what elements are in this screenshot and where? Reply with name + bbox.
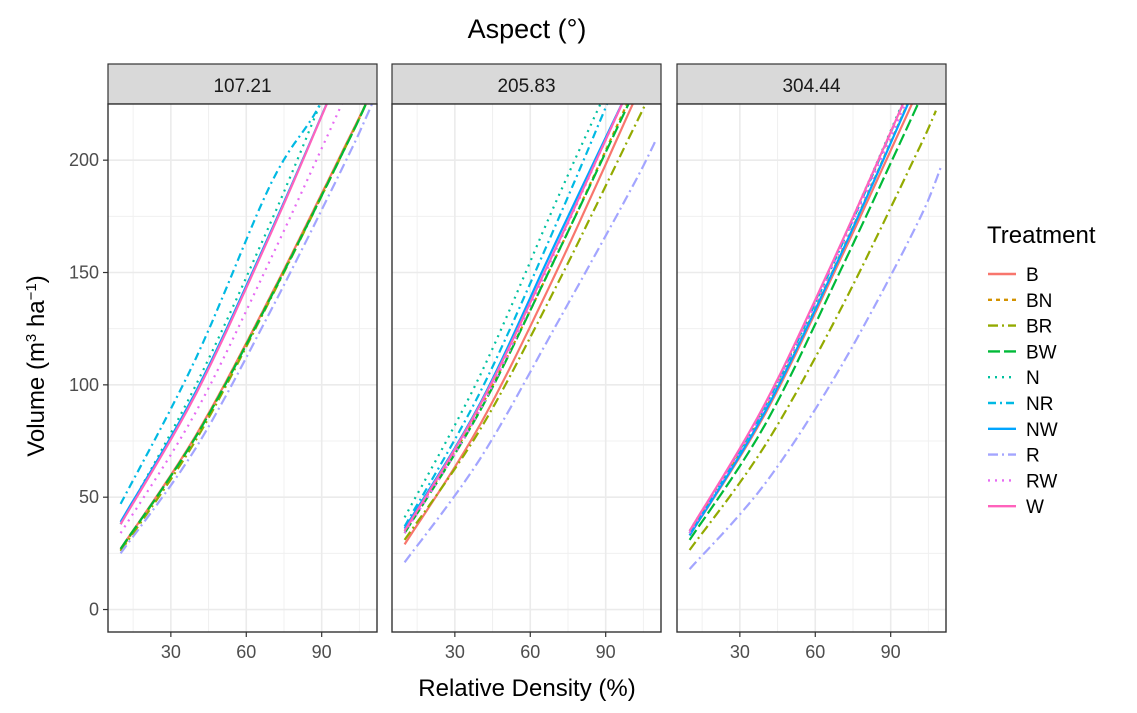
y-axis-label: Volume (m3 ha−1) — [23, 275, 51, 457]
facet-strip — [676, 63, 947, 105]
y-label-sup-1: 3 — [23, 334, 40, 342]
y-label-sup-2: −1 — [23, 283, 40, 300]
facet-strip — [107, 63, 378, 105]
series-line-R — [403, 139, 657, 563]
legend-item-BR: BR — [988, 317, 1052, 338]
legend-item-W: W — [988, 497, 1044, 518]
y-tick-label: 0 — [89, 600, 99, 620]
plot-background — [392, 104, 661, 632]
series-line-W — [119, 104, 328, 525]
x-tick-label: 30 — [161, 642, 181, 662]
y-tick-label: 50 — [79, 487, 99, 507]
series-line-NR — [688, 104, 905, 534]
legend-item-RW: RW — [988, 471, 1057, 492]
x-tick-label: 90 — [596, 642, 616, 662]
series-line-BW — [403, 104, 630, 534]
facet-panel-3: 304.44 30 60 90 — [676, 63, 947, 662]
facet-label: 205.83 — [497, 76, 555, 97]
series-line-R — [119, 104, 373, 555]
legend-label: BW — [1026, 342, 1057, 363]
facet-label: 304.44 — [782, 76, 841, 97]
legend-label: BN — [1026, 291, 1052, 312]
legend-item-BW: BW — [988, 342, 1057, 363]
series-line-W — [688, 104, 905, 532]
x-tick-label: 60 — [805, 642, 825, 662]
series-line-BR — [403, 104, 647, 541]
legend-label: BR — [1026, 317, 1052, 338]
y-tick-label: 150 — [69, 263, 99, 283]
plot-background — [677, 104, 946, 632]
facet-strip — [391, 63, 662, 105]
legend-label: NW — [1026, 420, 1058, 441]
facet-panel-2: 205.83 30 60 90 — [391, 63, 662, 662]
series-line-BW — [688, 104, 920, 541]
y-tick-label: 200 — [69, 150, 99, 170]
series-line-N — [403, 104, 602, 518]
plot-background — [108, 104, 377, 632]
series-line-NR — [119, 104, 322, 505]
x-tick-label: 30 — [730, 642, 750, 662]
facet-panel-1: 107.21 30 60 90 0 50 100 150 200 — [69, 63, 378, 662]
x-tick-label: 30 — [445, 642, 465, 662]
series-line-BR — [688, 110, 937, 551]
legend-item-NR: NR — [988, 394, 1053, 415]
legend-item-B: B — [988, 265, 1039, 286]
series-line-NR — [403, 104, 609, 527]
legend-label: N — [1026, 368, 1040, 389]
legend-item-NW: NW — [988, 420, 1058, 441]
panel-border — [107, 103, 378, 633]
y-label-mid: ha — [23, 300, 50, 334]
x-tick-label: 60 — [520, 642, 540, 662]
legend-label: W — [1026, 497, 1044, 518]
series-line-R — [688, 166, 943, 570]
x-tick-label: 90 — [312, 642, 332, 662]
legend-label: B — [1026, 265, 1039, 286]
legend-item-BN: BN — [988, 291, 1052, 312]
x-tick-label: 60 — [236, 642, 256, 662]
facet-label: 107.21 — [213, 76, 271, 97]
legend-label: RW — [1026, 471, 1057, 492]
x-axis-label: Relative Density (%) — [418, 675, 635, 702]
legend: Treatment B BN BR BW N NR NW R RW W — [987, 222, 1096, 518]
y-tick-label: 100 — [69, 375, 99, 395]
panel-border — [391, 103, 662, 633]
series-line-BW — [119, 104, 368, 550]
legend-label: R — [1026, 446, 1040, 467]
y-label-end: ) — [23, 275, 50, 283]
x-tick-label: 90 — [881, 642, 901, 662]
legend-item-N: N — [988, 368, 1040, 389]
legend-title: Treatment — [987, 222, 1096, 249]
series-line-N — [119, 104, 322, 525]
legend-label: NR — [1026, 394, 1053, 415]
series-line-NW — [688, 104, 910, 536]
legend-item-R: R — [988, 446, 1040, 467]
panel-border — [676, 103, 947, 633]
y-label-main: Volume (m — [23, 342, 50, 457]
chart-title: Aspect (°) — [468, 14, 587, 44]
series-line-W — [403, 104, 624, 532]
